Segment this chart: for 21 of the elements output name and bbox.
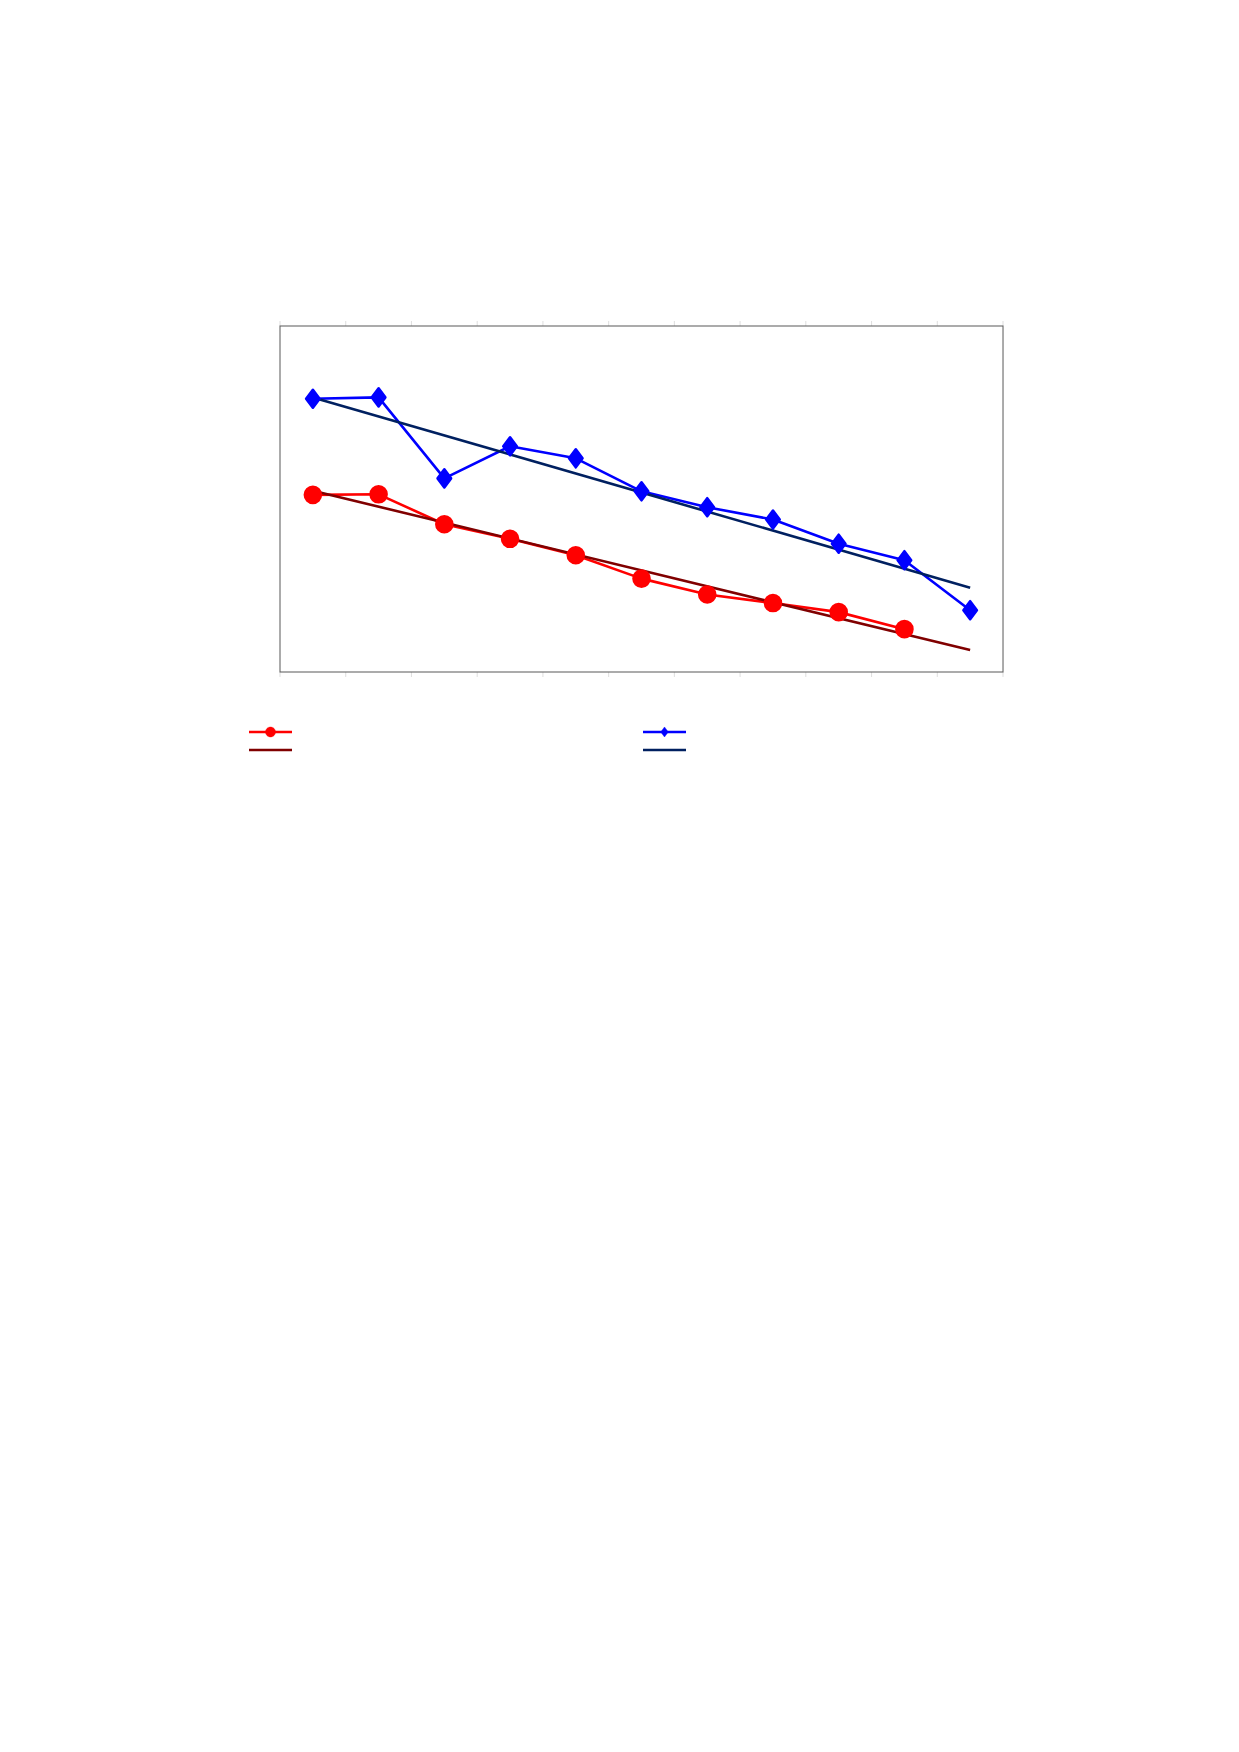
point — [895, 619, 914, 639]
point — [369, 485, 388, 504]
point — [829, 602, 848, 622]
point — [764, 509, 782, 530]
point — [567, 448, 584, 469]
point — [896, 549, 913, 571]
point — [830, 533, 847, 555]
point — [303, 485, 323, 505]
point — [699, 496, 716, 518]
point — [962, 599, 979, 621]
point — [502, 435, 519, 457]
point — [763, 593, 783, 613]
point — [500, 529, 520, 549]
point — [435, 514, 454, 534]
point — [436, 468, 453, 489]
point — [632, 569, 651, 588]
point — [304, 388, 321, 410]
point — [633, 480, 650, 502]
point — [697, 585, 717, 604]
point — [370, 387, 387, 408]
point — [566, 545, 586, 565]
